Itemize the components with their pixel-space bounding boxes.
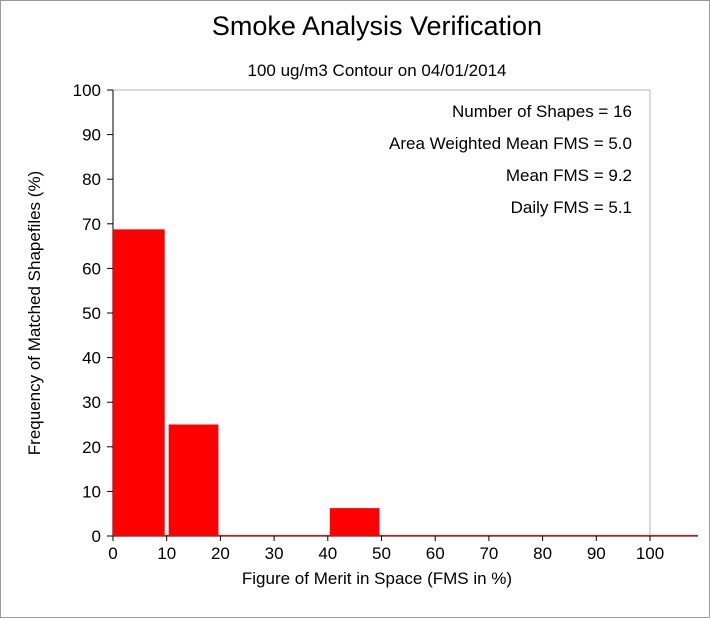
- y-tick-label: 80: [82, 170, 101, 189]
- y-axis-label: Frequency of Matched Shapefiles (%): [25, 171, 44, 455]
- x-tick-label: 90: [587, 544, 606, 563]
- chart-title: Smoke Analysis Verification: [212, 11, 542, 41]
- y-tick-label: 0: [92, 527, 101, 546]
- stat-line: Mean FMS = 9.2: [506, 166, 632, 185]
- axes-group: 0 10 20 30 40 50 60 70 80 90 100 0 10 20 30 40 50 60 70 80 9…: [73, 81, 665, 563]
- y-tick-label: 100: [73, 81, 101, 100]
- x-tick-label: 40: [318, 544, 337, 563]
- histogram-bar: [113, 229, 165, 536]
- y-tick-label: 10: [82, 482, 101, 501]
- x-tick-label: 0: [108, 544, 117, 563]
- histogram-bar: [168, 424, 219, 536]
- y-tick-label: 70: [82, 215, 101, 234]
- stat-line: Daily FMS = 5.1: [511, 198, 632, 217]
- bars-group: [113, 229, 698, 536]
- y-tick-label: 20: [82, 438, 101, 457]
- stat-line: Number of Shapes = 16: [452, 102, 632, 121]
- histogram-bar: [329, 508, 380, 536]
- y-tick-label: 60: [82, 259, 101, 278]
- y-tick-label: 90: [82, 126, 101, 145]
- x-tick-label: 10: [157, 544, 176, 563]
- x-tick-label: 50: [372, 544, 391, 563]
- x-tick-label: 20: [211, 544, 230, 563]
- stat-line: Area Weighted Mean FMS = 5.0: [389, 134, 632, 153]
- x-tick-label: 100: [636, 544, 664, 563]
- x-tick-label: 80: [533, 544, 552, 563]
- chart-subtitle: 100 ug/m3 Contour on 04/01/2014: [248, 61, 507, 80]
- x-axis-label: Figure of Merit in Space (FMS in %): [242, 569, 512, 588]
- x-tick-label: 60: [426, 544, 445, 563]
- stats-annotation: Number of Shapes = 16 Area Weighted Mean …: [389, 102, 632, 217]
- y-tick-label: 40: [82, 349, 101, 368]
- x-tick-label: 30: [265, 544, 284, 563]
- y-tick-label: 50: [82, 304, 101, 323]
- x-tick-label: 70: [479, 544, 498, 563]
- y-tick-label: 30: [82, 393, 101, 412]
